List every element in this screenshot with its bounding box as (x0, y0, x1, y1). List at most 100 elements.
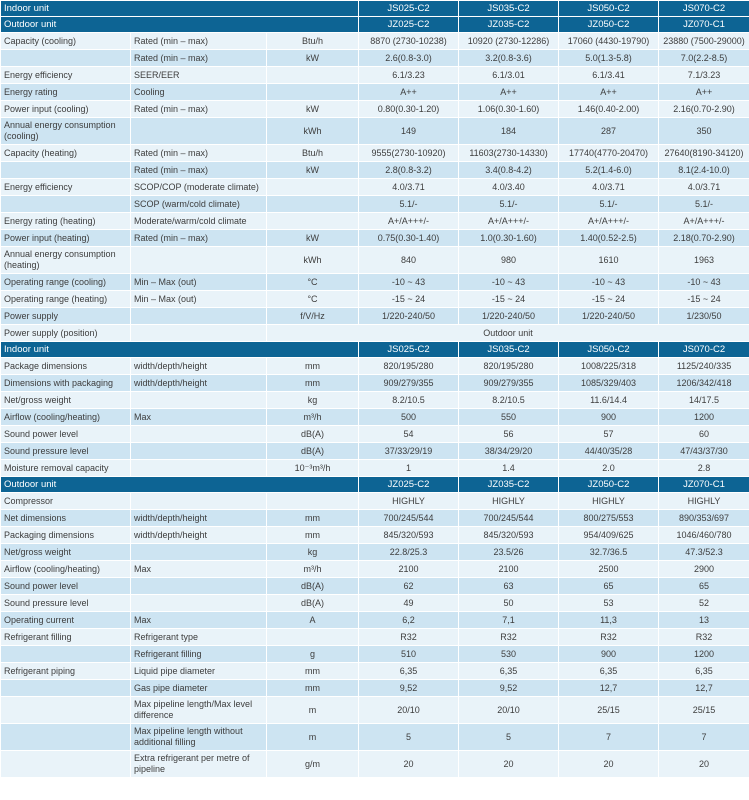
model-column-header: JZ025-C2 (358, 16, 460, 33)
spec-row: Packaging dimensions width/depth/height mm… (0, 526, 749, 544)
spec-label: Energy efficiency (0, 178, 131, 196)
spec-label: Power input (heating) (0, 229, 131, 247)
spec-sub-label: SCOP/COP (moderate climate) (130, 178, 267, 196)
spec-sub-label: Refrigerant type (130, 628, 267, 646)
spec-sub-label: Refrigerant filling (130, 645, 267, 663)
spec-table-body: Indoor unit JS025-C2 JS035-C2 JS050-C2 JS070… (0, 0, 749, 778)
spec-value: 60 (658, 425, 749, 443)
spec-value: 800/275/553 (558, 509, 660, 527)
section-header-row: Indoor unit JS025-C2 JS035-C2 JS050-C2 JS070… (0, 341, 749, 358)
spec-sub-label: Min – Max (out) (130, 290, 267, 308)
spec-value: 12,7 (658, 679, 749, 697)
spec-value: 6.1/3.01 (458, 66, 560, 84)
model-column-header: JZ070-C1 (658, 476, 749, 493)
spec-unit: kW (265, 229, 360, 247)
spec-value: -15 ~ 24 (658, 290, 749, 308)
spec-value: 0.80(0.30-1.20) (358, 100, 460, 118)
spec-value: 20/10 (458, 696, 560, 724)
spec-label: Moisture removal capacity (0, 459, 131, 477)
spec-row: Airflow (cooling/heating) Max m³/h 500 550 90… (0, 408, 749, 426)
spec-row: Sound pressure level dB(A) 37/33/29/19 38/3… (0, 442, 749, 460)
spec-value: 7 (558, 723, 660, 751)
spec-label: Airflow (cooling/heating) (0, 560, 131, 578)
spec-sub-label: Liquid pipe diameter (130, 662, 267, 680)
spec-unit: kWh (265, 117, 360, 145)
spec-unit: °C (265, 273, 360, 291)
spec-value: 25/15 (658, 696, 749, 724)
spec-value: HIGHLY (358, 492, 460, 510)
spec-value: 954/409/625 (558, 526, 660, 544)
model-column-header: JZ025-C2 (358, 476, 460, 493)
spec-value: A+/A+++/- (458, 212, 560, 230)
spec-value: 1200 (658, 408, 749, 426)
spec-value: 65 (558, 577, 660, 595)
spec-unit: A (265, 611, 360, 629)
spec-value: A+/A+++/- (558, 212, 660, 230)
spec-row: Refrigerant piping Liquid pipe diameter mm… (0, 662, 749, 680)
spec-value: 500 (358, 408, 460, 426)
model-column-header: JS050-C2 (558, 0, 660, 17)
spec-value: 10920 (2730-12286) (458, 32, 560, 50)
spec-label: Dimensions with packaging (0, 374, 131, 392)
spec-sub-label (130, 324, 267, 342)
spec-row: Dimensions with packaging width/depth/hei… (0, 374, 749, 392)
spec-value: A+/A+++/- (358, 212, 460, 230)
spec-value: 5.1/- (558, 195, 660, 213)
spec-value: 909/279/355 (358, 374, 460, 392)
spec-value: 38/34/29/20 (458, 442, 560, 460)
spec-value: 14/17.5 (658, 391, 749, 409)
spec-row: Gas pipe diameter mm 9,52 9,52 12,7 12,7 (0, 679, 749, 697)
spec-value: 22.8/25.3 (358, 543, 460, 561)
spec-value: 9,52 (458, 679, 560, 697)
spec-unit: m³/h (265, 408, 360, 426)
spec-unit: m³/h (265, 560, 360, 578)
spec-value: 5.1/- (358, 195, 460, 213)
spec-value: 9555(2730-10920) (358, 144, 460, 162)
spec-label: Energy rating (heating) (0, 212, 131, 230)
spec-sub-label (130, 307, 267, 325)
spec-value: 3.4(0.8-4.2) (458, 161, 560, 179)
spec-value: 9,52 (358, 679, 460, 697)
spec-value: 5 (458, 723, 560, 751)
spec-value: 27640(8190-34120) (658, 144, 749, 162)
spec-label: Net/gross weight (0, 543, 131, 561)
spec-value: 8870 (2730-10238) (358, 32, 460, 50)
spec-label: Operating current (0, 611, 131, 629)
spec-unit: f/V/Hz (265, 307, 360, 325)
spec-value: 7.0(2.2-8.5) (658, 49, 749, 67)
spec-value: 7.1/3.23 (658, 66, 749, 84)
spec-row: Compressor HIGHLY HIGHLY HIGHLY HIGHLY (0, 492, 749, 510)
spec-value: R32 (558, 628, 660, 646)
spec-value: 840 (358, 246, 460, 274)
spec-unit: mm (265, 374, 360, 392)
spec-value: 50 (458, 594, 560, 612)
model-column-header: JS070-C2 (658, 341, 749, 358)
spec-sub-label (130, 246, 267, 274)
spec-value: 900 (558, 645, 660, 663)
spec-value: 8.1(2.4-10.0) (658, 161, 749, 179)
spec-label (0, 679, 131, 697)
spec-sub-label (130, 425, 267, 443)
spec-value: A++ (558, 83, 660, 101)
spec-label: Power input (cooling) (0, 100, 131, 118)
spec-label: Energy rating (0, 83, 131, 101)
spec-value: 350 (658, 117, 749, 145)
spec-value: 1.06(0.30-1.60) (458, 100, 560, 118)
spec-label (0, 696, 131, 724)
spec-sub-label: width/depth/height (130, 526, 267, 544)
spec-sub-label: Rated (min – max) (130, 229, 267, 247)
spec-row: Rated (min – max) kW 2.8(0.8-3.2) 3.4(0.8-4… (0, 161, 749, 179)
spec-row: SCOP (warm/cold climate) 5.1/- 5.1/- 5.1/- 5… (0, 195, 749, 213)
spec-unit: m (265, 696, 360, 724)
spec-row: Package dimensions width/depth/height mm 82… (0, 357, 749, 375)
spec-sub-label: SCOP (warm/cold climate) (130, 195, 267, 213)
spec-value: 17060 (4430-19790) (558, 32, 660, 50)
spec-value: -15 ~ 24 (558, 290, 660, 308)
model-column-header: JS050-C2 (558, 341, 660, 358)
spec-value: 1/220-240/50 (358, 307, 460, 325)
spec-unit: kW (265, 161, 360, 179)
spec-row: Sound power level dB(A) 62 63 65 65 (0, 577, 749, 595)
spec-value: 184 (458, 117, 560, 145)
spec-value: HIGHLY (458, 492, 560, 510)
spec-value: HIGHLY (558, 492, 660, 510)
